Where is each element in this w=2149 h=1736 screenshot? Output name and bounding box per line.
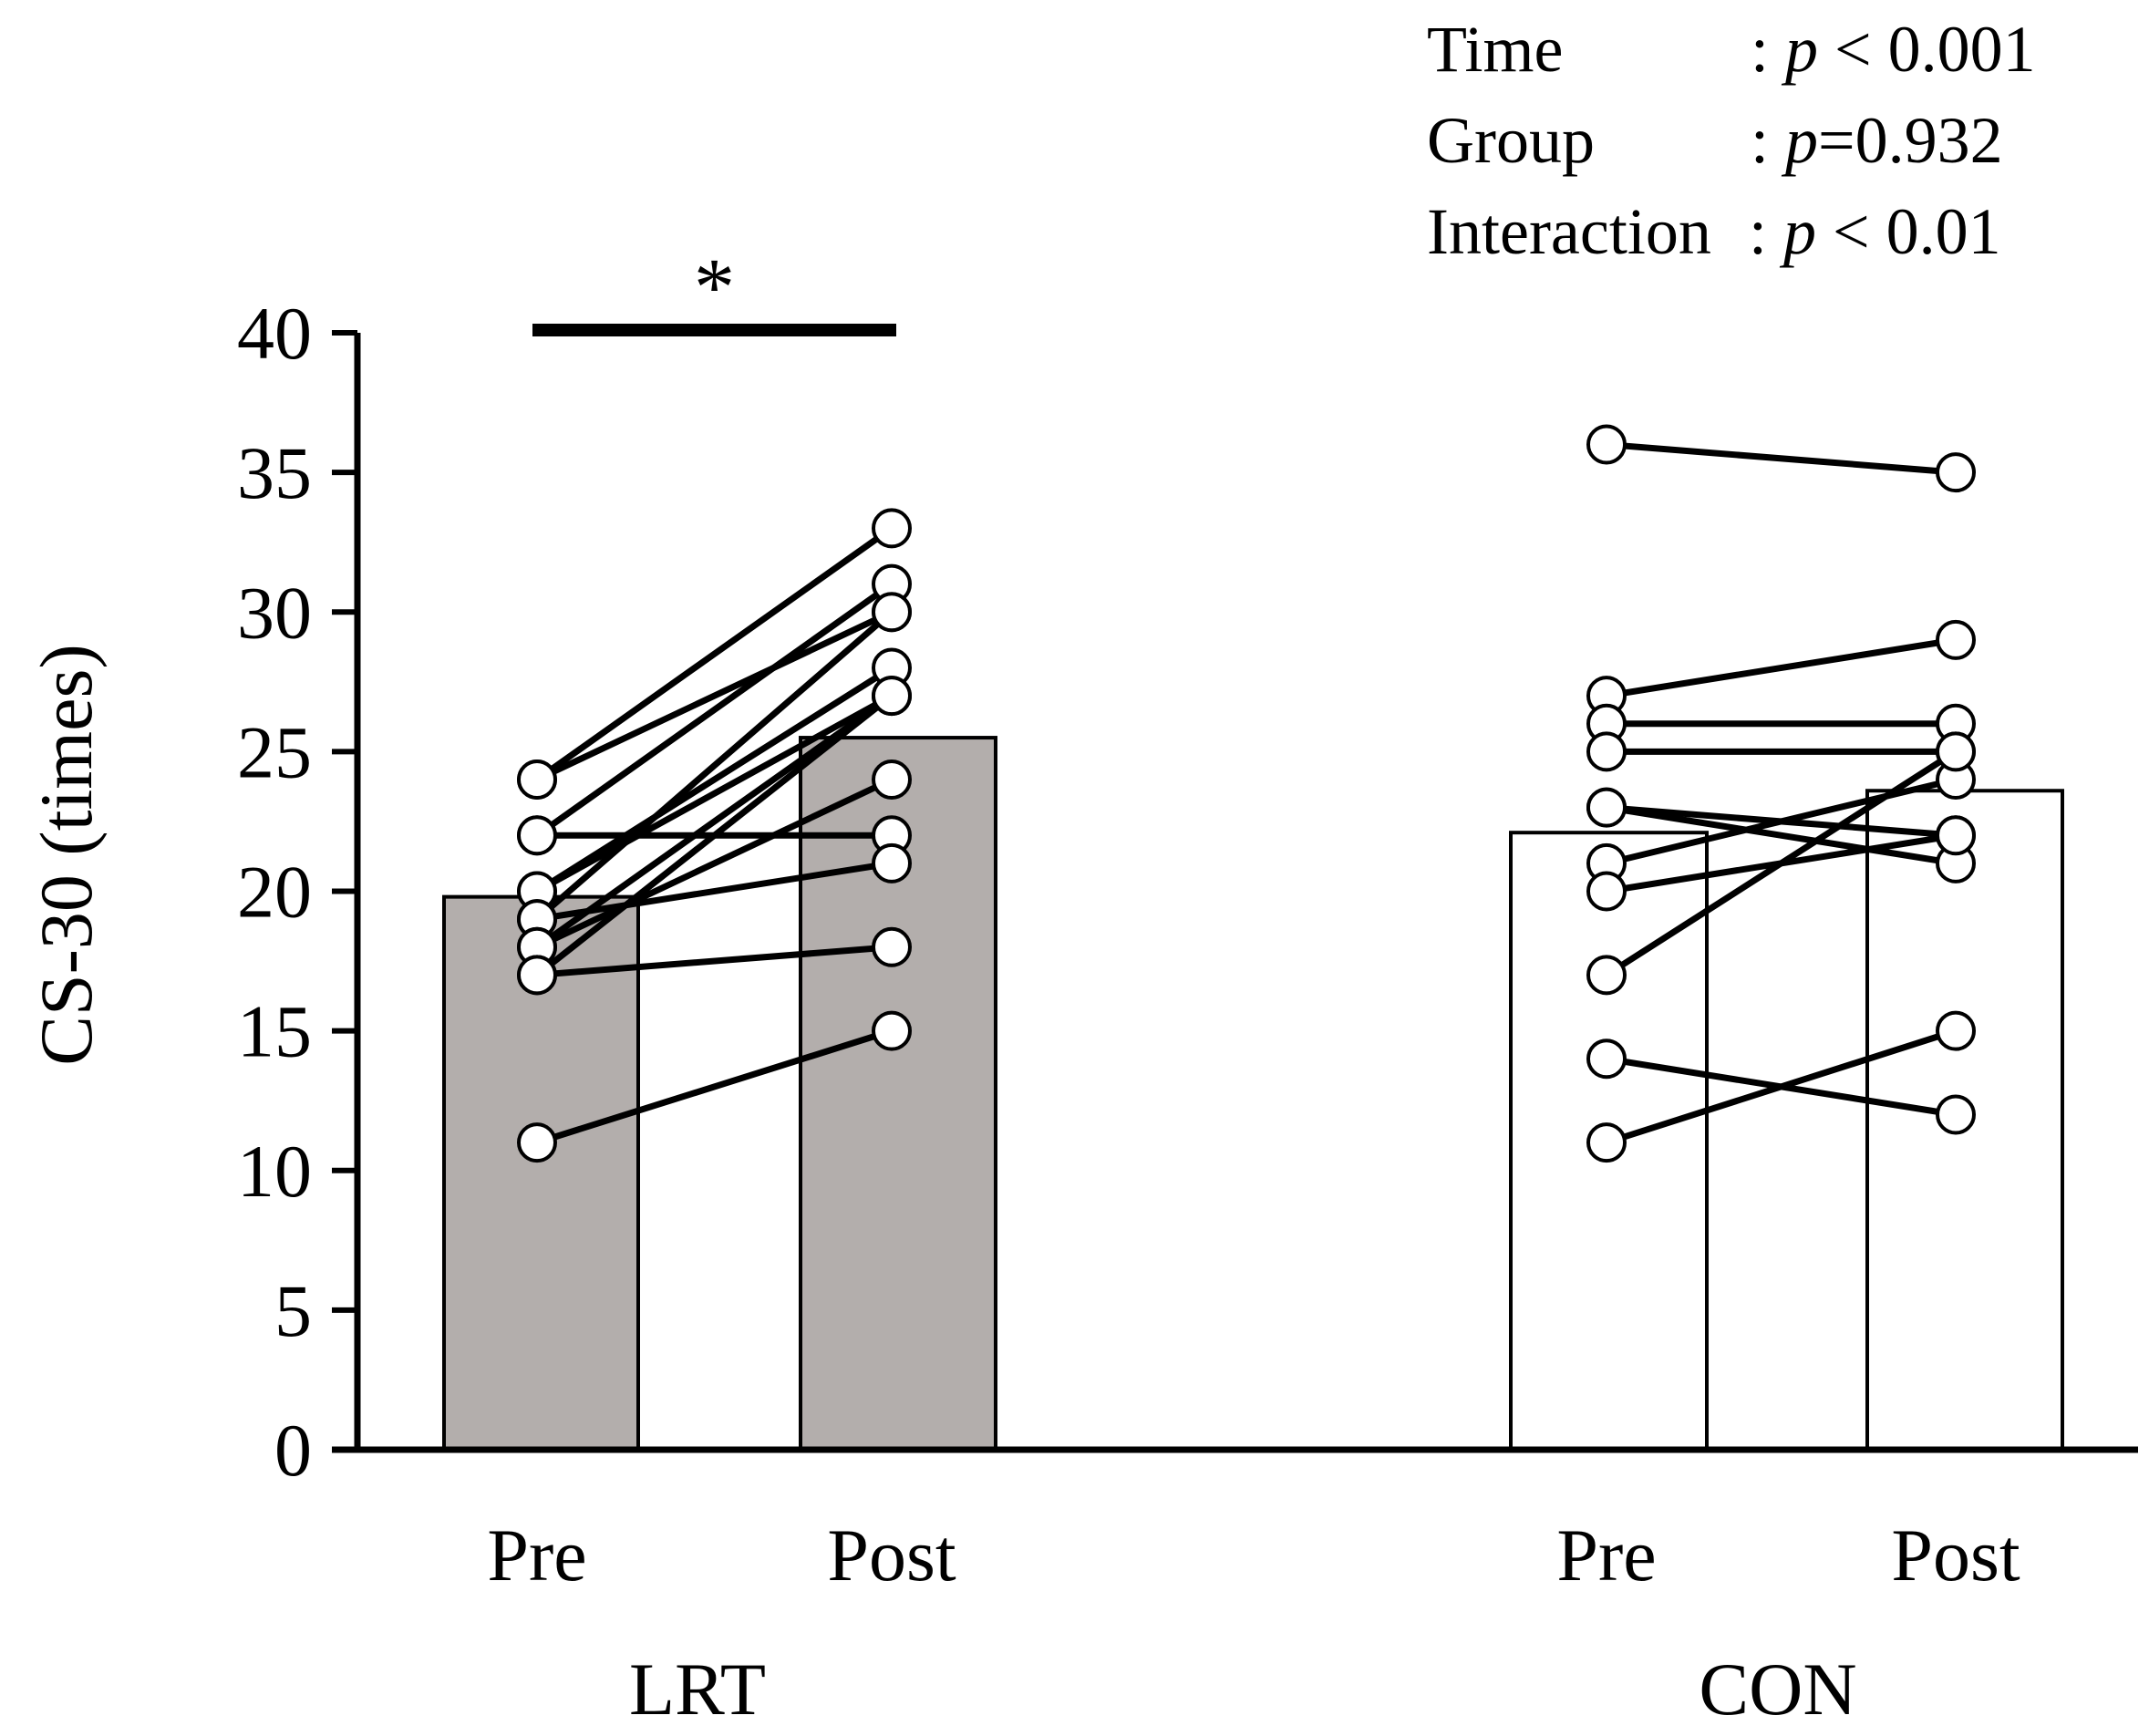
- data-point: [1936, 1010, 1976, 1051]
- stat-separator: :: [1751, 13, 1785, 86]
- connector-line: [534, 581, 894, 839]
- y-tick-label: 0: [274, 1409, 312, 1492]
- stat-separator: :: [1751, 104, 1785, 177]
- stat-p-value: =0.932: [1818, 104, 2003, 177]
- y-tick-label: 40: [237, 292, 312, 375]
- y-tick-label: 20: [237, 851, 312, 934]
- data-point: [517, 760, 557, 800]
- connector-line: [534, 525, 894, 782]
- data-point: [1936, 452, 1976, 493]
- data-point: [1936, 1094, 1976, 1135]
- connector-line: [535, 665, 894, 894]
- data-point: [517, 955, 557, 996]
- stat-p-symbol: p: [1779, 195, 1816, 268]
- data-point: [1586, 787, 1627, 828]
- connector-line: [1605, 1028, 1958, 1146]
- category-label-post: Post: [827, 1514, 956, 1596]
- data-point: [517, 1122, 557, 1163]
- labels-layer: 0 5 10 15 20 25 30 35 40 CS-30 (times) Pre Post LRT P…: [25, 13, 2036, 1731]
- stat-p-symbol: p: [1781, 13, 1818, 86]
- data-point: [872, 1010, 912, 1051]
- data-point: [1586, 1038, 1627, 1080]
- y-tick-label: 25: [237, 710, 312, 793]
- data-point: [1586, 871, 1627, 912]
- connector-lines-layer: [534, 441, 1958, 1146]
- data-point: [1586, 955, 1627, 996]
- connector-line: [1606, 636, 1957, 699]
- data-point: [872, 508, 912, 549]
- stat-p-symbol: p: [1781, 104, 1818, 177]
- category-label-pre: Pre: [1556, 1514, 1656, 1596]
- connector-line: [1605, 749, 1958, 978]
- data-point: [872, 760, 912, 800]
- stat-p-value: < 0.001: [1818, 13, 2036, 86]
- stat-value-label: : p=0.932: [1751, 104, 2003, 177]
- connector-line: [535, 609, 894, 783]
- data-point: [872, 842, 912, 884]
- y-tick-label: 15: [237, 990, 312, 1073]
- data-point: [1936, 731, 1976, 772]
- stat-separator: :: [1749, 195, 1783, 268]
- connector-line: [535, 776, 894, 950]
- stat-term-label: Interaction: [1427, 195, 1711, 268]
- connector-line: [536, 860, 893, 923]
- y-axis-label: CS-30 (times): [25, 644, 108, 1065]
- stat-value-label: : p < 0.001: [1751, 13, 2036, 86]
- connector-line: [1606, 776, 1957, 867]
- connector-line: [534, 693, 894, 950]
- stat-value-label: : p < 0.01: [1749, 195, 2001, 268]
- data-point: [1586, 424, 1627, 465]
- axes-layer: [332, 324, 2138, 1453]
- y-tick-label: 30: [237, 571, 312, 654]
- data-point: [1586, 731, 1627, 772]
- y-tick-label: 35: [237, 431, 312, 514]
- stat-term-label: Time: [1427, 13, 1563, 86]
- category-label-post: Post: [1891, 1514, 2020, 1596]
- group-label-con: CON: [1699, 1648, 1856, 1731]
- connector-line: [1606, 804, 1957, 867]
- stat-term-label: Group: [1427, 104, 1595, 177]
- stat-p-value: < 0.01: [1816, 195, 2001, 268]
- points-layer: [517, 424, 1976, 1163]
- significance-label: *: [694, 243, 735, 333]
- y-tick-label: 10: [237, 1130, 312, 1213]
- connector-line: [536, 944, 893, 978]
- connector-line: [534, 693, 894, 978]
- data-point: [872, 676, 912, 717]
- connector-line: [535, 693, 894, 894]
- connector-line: [534, 609, 894, 922]
- category-label-pre: Pre: [487, 1514, 586, 1596]
- group-label-lrt: LRT: [629, 1648, 766, 1731]
- y-tick-label: 5: [274, 1269, 312, 1352]
- data-point: [1936, 619, 1976, 660]
- data-point: [872, 926, 912, 967]
- data-point: [872, 592, 912, 633]
- data-point: [517, 815, 557, 856]
- data-point: [1936, 815, 1976, 856]
- connector-line: [535, 1028, 894, 1146]
- connector-line: [1606, 441, 1957, 476]
- data-point: [1586, 1122, 1627, 1163]
